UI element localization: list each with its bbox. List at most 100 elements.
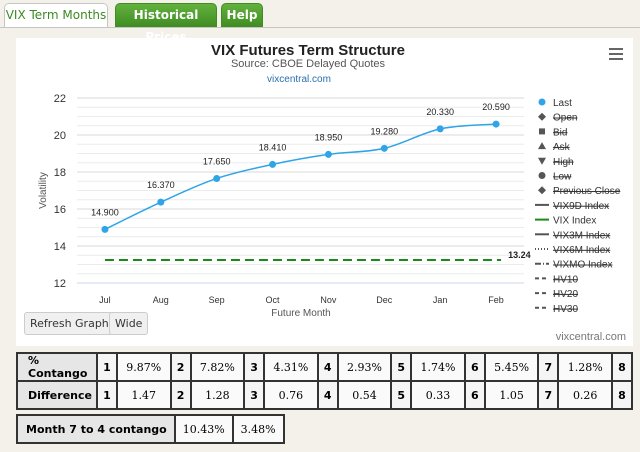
legend-marker: [539, 128, 545, 135]
contango-index: 6: [463, 352, 486, 382]
legend-item[interactable]: Previous Close: [553, 186, 621, 197]
contango-index: 3: [243, 352, 266, 382]
legend-item[interactable]: Last: [553, 98, 572, 109]
month74-value-1: 10.43%: [173, 414, 234, 444]
contango-index: 2: [169, 352, 192, 382]
difference-index: 3: [243, 380, 266, 410]
x-tick-label: Sep: [209, 295, 225, 305]
difference-value: 1.47: [116, 380, 172, 410]
legend-item[interactable]: VIX Index: [553, 216, 596, 227]
difference-index: 7: [537, 380, 560, 410]
data-label: 20.330: [426, 107, 454, 117]
legend-item[interactable]: VIXMO Index: [553, 260, 612, 271]
chart-source-link: vixcentral.com: [267, 74, 331, 85]
last-series-point: [157, 198, 165, 206]
legend-item[interactable]: HV20: [553, 289, 578, 300]
x-tick-label: Jul: [99, 295, 111, 305]
y-tick-label: 18: [54, 167, 66, 179]
contango-row: % Contango 1 9.87% 2 7.82% 3 4.31% 4 2.9…: [16, 352, 633, 382]
data-label: 19.280: [371, 126, 399, 136]
month74-table: Month 7 to 4 contango 10.43% 3.48%: [16, 414, 285, 444]
last-series-point: [324, 150, 332, 158]
month74-table-wrap: Month 7 to 4 contango 10.43% 3.48%: [16, 414, 285, 444]
contango-value: 4.31%: [263, 352, 319, 382]
data-label: 14.900: [91, 207, 119, 217]
legend-item[interactable]: Open: [553, 113, 577, 124]
last-series-point: [101, 225, 109, 233]
last-series-point: [492, 120, 500, 128]
contango-value: 1.74%: [410, 352, 466, 382]
hamburger-menu-icon[interactable]: [609, 48, 623, 60]
contango-value: 2.93%: [336, 352, 393, 382]
tab-historical-prices[interactable]: Historical Prices: [115, 3, 217, 44]
contango-value: 9.87%: [116, 352, 172, 382]
difference-value: 0.76: [263, 380, 319, 410]
contango-index: 1: [96, 352, 118, 382]
last-series-line: [104, 123, 497, 231]
contango-index: 5: [390, 352, 413, 382]
month74-label: Month 7 to 4 contango: [16, 414, 176, 444]
x-tick-label: Dec: [376, 295, 393, 305]
last-series-point: [436, 125, 444, 133]
data-label: 18.950: [315, 132, 343, 142]
legend-marker: [538, 172, 546, 179]
x-tick-label: Feb: [488, 295, 504, 305]
legend-marker: [538, 98, 546, 106]
legend-item[interactable]: Ask: [553, 142, 571, 153]
data-label: 20.590: [482, 102, 510, 112]
difference-value: 0.54: [336, 380, 393, 410]
y-axis-label: Volatility: [38, 172, 49, 209]
contango-value: 1.28%: [557, 352, 613, 382]
tab-bar: VIX Term Months Historical Prices Help: [0, 0, 640, 44]
chart-credit: vixcentral.com: [556, 331, 626, 343]
contango-value: 7.82%: [189, 352, 246, 382]
legend-marker: [538, 142, 546, 150]
legend-marker: [538, 157, 546, 165]
data-label: 18.410: [259, 142, 287, 152]
vix-index-label: 13.24: [508, 250, 531, 260]
x-tick-label: Aug: [153, 295, 169, 305]
legend-item[interactable]: High: [553, 157, 574, 168]
data-label: 17.650: [203, 156, 231, 166]
wide-button[interactable]: Wide: [109, 312, 149, 335]
difference-index: 5: [390, 380, 413, 410]
difference-value: 0.33: [410, 380, 466, 410]
legend-item[interactable]: HV10: [553, 274, 578, 285]
legend-item[interactable]: Low: [553, 172, 572, 183]
difference-index: 2: [169, 380, 192, 410]
tab-help[interactable]: Help: [221, 3, 263, 27]
chart-panel: VIX Futures Term Structure Source: CBOE D…: [16, 38, 633, 346]
legend-item[interactable]: VIX3M Index: [553, 230, 610, 241]
legend-item[interactable]: VIX9D Index: [553, 201, 609, 212]
tab-vix-term-months[interactable]: VIX Term Months: [4, 3, 108, 27]
difference-value: 1.28: [189, 380, 246, 410]
last-series-point: [380, 144, 388, 152]
legend-item[interactable]: HV30: [553, 304, 578, 315]
difference-label: Difference: [16, 380, 98, 410]
chart-title: VIX Futures Term Structure: [211, 42, 405, 59]
difference-row: Difference 1 1.47 2 1.28 3 0.76 4 0.54 5…: [16, 380, 633, 410]
x-tick-label: Oct: [266, 295, 281, 305]
legend-item[interactable]: VIX6M Index: [553, 245, 610, 256]
x-tick-label: Jan: [433, 295, 448, 305]
data-label: 16.370: [147, 180, 175, 190]
difference-value: 1.05: [483, 380, 540, 410]
y-tick-label: 12: [54, 278, 66, 290]
difference-index: 6: [463, 380, 486, 410]
month74-value-2: 3.48%: [231, 414, 285, 444]
last-series-point: [269, 160, 277, 168]
refresh-graph-button[interactable]: Refresh Graph: [24, 312, 115, 335]
contango-value: 5.45%: [483, 352, 540, 382]
month74-row: Month 7 to 4 contango 10.43% 3.48%: [16, 414, 285, 444]
legend-marker: [538, 186, 546, 195]
x-axis-label: Future Month: [271, 308, 330, 319]
last-series-point: [213, 174, 221, 182]
tab-divider: [0, 27, 640, 28]
legend-marker: [538, 112, 546, 121]
difference-index: 1: [96, 380, 118, 410]
difference-value: 0.26: [557, 380, 613, 410]
legend-item[interactable]: Bid: [553, 127, 567, 138]
contango-index: 7: [537, 352, 560, 382]
difference-index: 4: [316, 380, 339, 410]
